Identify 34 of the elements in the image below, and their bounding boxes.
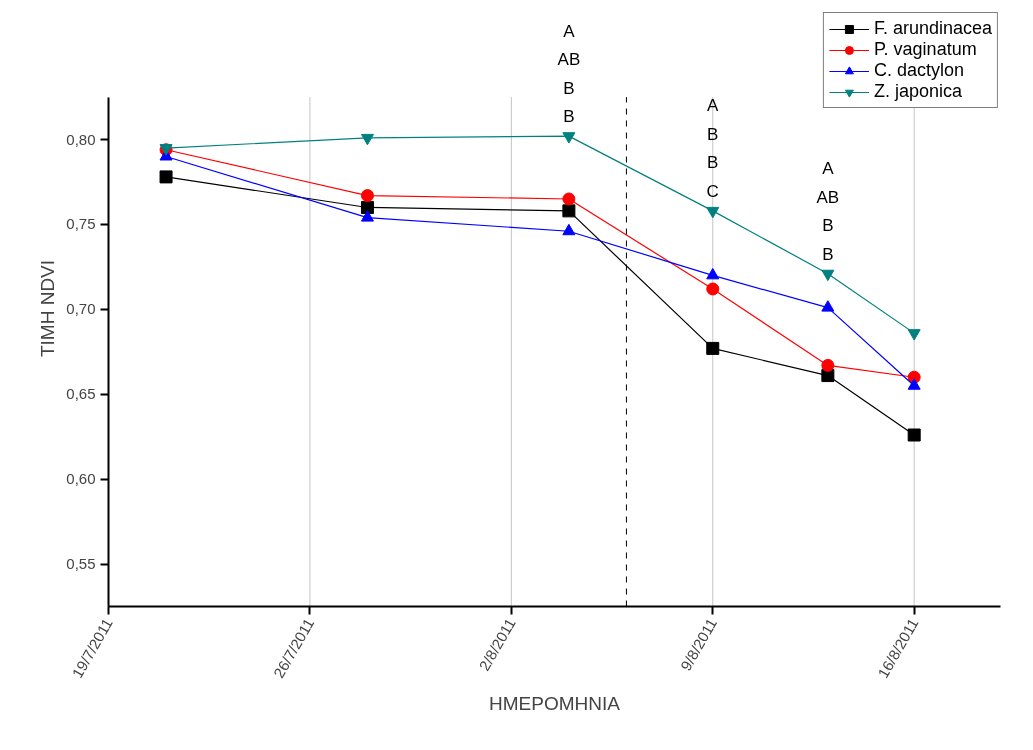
annotation: A AB B B	[557, 21, 581, 127]
point	[821, 358, 835, 372]
y-tick-label: 0,70	[66, 300, 96, 318]
point	[562, 204, 576, 218]
point	[706, 206, 720, 219]
y-tick-label: 0,55	[66, 555, 96, 573]
point	[159, 170, 173, 184]
point	[821, 369, 835, 383]
y-tick-label: 0,80	[66, 130, 96, 148]
point	[706, 341, 720, 355]
point	[360, 189, 374, 203]
point	[706, 282, 720, 296]
legend-label: C. dactylon	[873, 60, 964, 81]
annotation: A AB B B	[816, 159, 840, 264]
point	[706, 267, 720, 280]
point	[562, 223, 576, 236]
point	[907, 378, 921, 390]
legend-label: Z. japonica	[873, 81, 962, 102]
point	[821, 300, 835, 312]
point	[562, 192, 576, 206]
y-axis-title: ΤΙΜΗ NDVI	[37, 259, 59, 358]
legend-label: F. arundinacea	[873, 18, 992, 39]
point	[562, 132, 576, 144]
point	[360, 210, 374, 222]
legend-label: P. vaginatum	[873, 39, 977, 60]
y-tick-label: 0,60	[66, 470, 96, 488]
y-tick-label: 0,75	[66, 215, 96, 233]
y-tick-label: 0,65	[66, 385, 96, 403]
point	[821, 269, 835, 282]
x-axis-title: ΗΜΕΡΟΜΗΝΙΑ	[489, 692, 621, 714]
point	[360, 200, 374, 214]
point	[360, 133, 374, 146]
point	[907, 428, 921, 442]
annotation: A B B C	[706, 96, 720, 201]
